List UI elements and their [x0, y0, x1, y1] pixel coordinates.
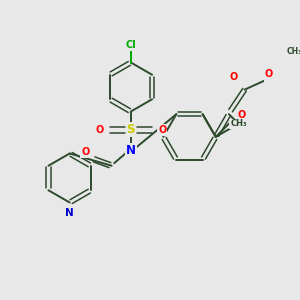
- Text: O: O: [237, 110, 245, 120]
- Text: O: O: [230, 72, 238, 82]
- Text: O: O: [264, 69, 272, 79]
- Text: N: N: [126, 143, 136, 157]
- Text: N: N: [65, 208, 74, 218]
- Text: O: O: [158, 125, 166, 135]
- Text: Cl: Cl: [125, 40, 136, 50]
- Text: CH₃: CH₃: [230, 119, 247, 128]
- Text: S: S: [127, 123, 135, 136]
- Text: O: O: [95, 125, 103, 135]
- Text: CH₃: CH₃: [286, 47, 300, 56]
- Text: O: O: [81, 147, 89, 157]
